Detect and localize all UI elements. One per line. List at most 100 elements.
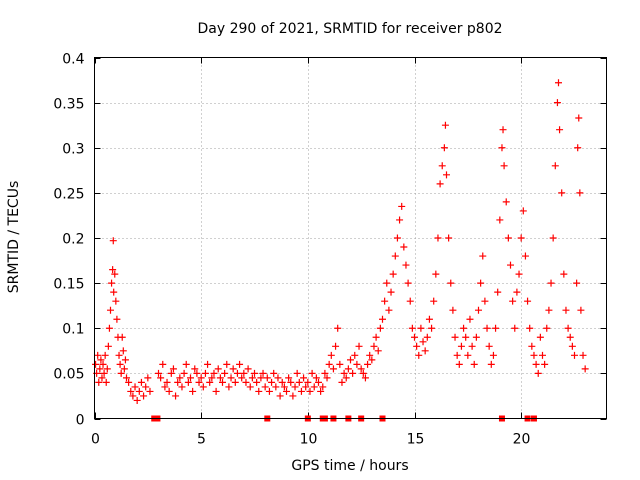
data-point — [317, 387, 325, 395]
data-point — [496, 216, 504, 224]
data-point — [562, 306, 570, 314]
data-point — [129, 392, 137, 400]
data-point — [519, 207, 527, 215]
data-point — [137, 378, 145, 386]
data-point — [383, 279, 391, 287]
data-point — [214, 365, 222, 373]
data-point — [499, 126, 507, 134]
data-point — [489, 351, 497, 359]
data-point — [261, 383, 269, 391]
data-point — [481, 297, 489, 305]
data-point — [472, 333, 480, 341]
y-tick-label: 0.1 — [62, 322, 84, 338]
data-point — [494, 288, 502, 296]
data-point — [127, 387, 135, 395]
data-point — [297, 387, 305, 395]
data-point — [421, 347, 429, 355]
data-point — [285, 374, 293, 382]
data-point — [240, 369, 248, 377]
data-point — [549, 234, 557, 242]
data-point — [381, 297, 389, 305]
data-point — [543, 324, 551, 332]
data-point — [276, 392, 284, 400]
x-tick-label: 20 — [513, 432, 531, 448]
data-point — [443, 171, 450, 179]
data-point — [274, 374, 282, 382]
data-point — [576, 189, 584, 197]
data-point — [332, 342, 340, 350]
data-point — [483, 324, 491, 332]
data-point — [511, 324, 519, 332]
data-point — [338, 378, 346, 386]
data-point — [310, 383, 318, 391]
data-point — [453, 351, 461, 359]
data-point — [385, 306, 393, 314]
data-point — [468, 342, 476, 350]
data-point — [102, 378, 110, 386]
data-point — [308, 369, 316, 377]
data-point — [167, 369, 175, 377]
x-tick-label: 5 — [197, 432, 206, 448]
x-tick-label: 15 — [407, 432, 425, 448]
data-point — [225, 383, 233, 391]
data-point — [547, 279, 555, 287]
data-point — [319, 383, 327, 391]
data-point — [163, 378, 171, 386]
data-point — [287, 378, 295, 386]
data-point — [110, 288, 118, 296]
data-point — [229, 365, 237, 373]
data-point — [293, 369, 301, 377]
data-point — [219, 378, 226, 386]
data-point — [457, 342, 465, 350]
data-point — [466, 315, 474, 323]
data-point — [199, 383, 207, 391]
data-point — [165, 387, 173, 395]
data-point — [393, 234, 401, 242]
data-point — [406, 297, 414, 305]
data-point — [475, 306, 482, 314]
data-point — [251, 369, 258, 377]
data-point — [109, 266, 117, 274]
data-point — [564, 324, 572, 332]
x-tick-label: 10 — [300, 432, 318, 448]
data-point — [389, 270, 397, 278]
data-point — [176, 374, 184, 382]
data-point — [366, 351, 374, 359]
data-point — [161, 383, 169, 391]
y-tick-label: 0.15 — [53, 277, 84, 293]
data-point — [479, 252, 487, 260]
data-point — [246, 383, 254, 391]
chart-title: Day 290 of 2021, SRMTID for receiver p80… — [197, 21, 502, 37]
data-point — [97, 356, 105, 364]
data-point — [404, 279, 412, 287]
data-point — [430, 297, 438, 305]
data-point — [524, 297, 532, 305]
data-point — [121, 356, 129, 364]
data-point — [440, 144, 448, 152]
data-point — [553, 99, 561, 107]
y-axis-label: SRMTID / TECUs — [6, 181, 22, 294]
data-point — [300, 374, 308, 382]
data-point — [359, 369, 367, 377]
data-point — [189, 387, 197, 395]
data-point — [445, 234, 453, 242]
data-point — [555, 79, 562, 87]
data-point — [306, 387, 314, 395]
data-point — [347, 356, 354, 364]
data-point — [455, 360, 463, 368]
data-point — [364, 360, 372, 368]
data-point — [312, 374, 320, 382]
data-point — [423, 333, 431, 341]
data-point — [221, 369, 229, 377]
grid — [94, 57, 607, 419]
data-point — [492, 324, 500, 332]
data-point — [272, 383, 280, 391]
data-point — [112, 297, 120, 305]
data-point — [283, 387, 290, 395]
data-point — [195, 378, 203, 386]
data-point — [517, 234, 525, 242]
data-point — [368, 356, 376, 364]
data-point — [100, 369, 108, 377]
data-point — [376, 324, 384, 332]
data-point — [400, 243, 408, 251]
